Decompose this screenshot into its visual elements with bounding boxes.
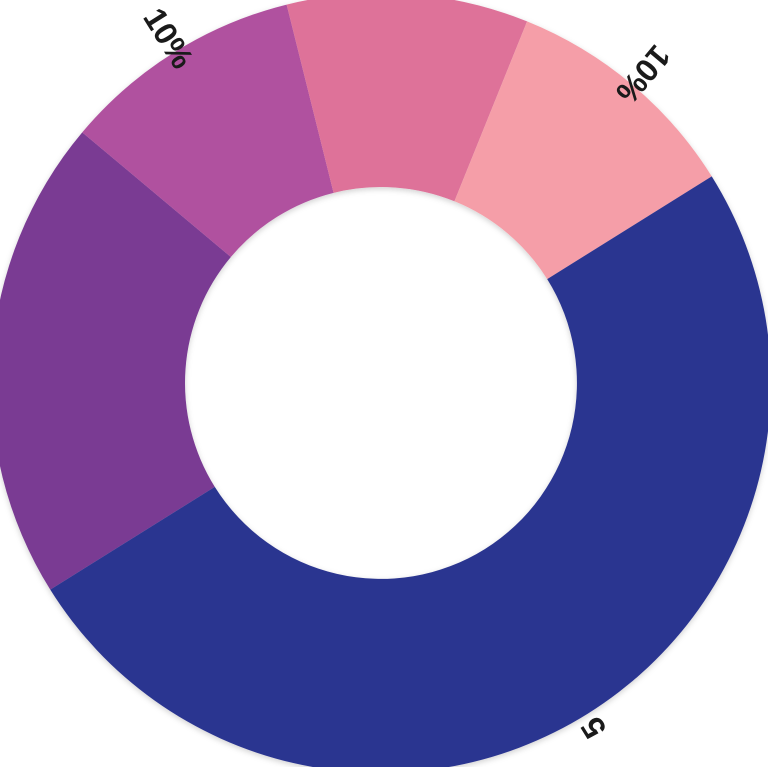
donut-slice-5 [50,176,768,767]
donut-slice-2 [82,4,334,258]
donut-slice-3 [286,0,528,202]
donut-slice-1 [0,132,231,590]
donut-slice-4 [454,21,712,280]
